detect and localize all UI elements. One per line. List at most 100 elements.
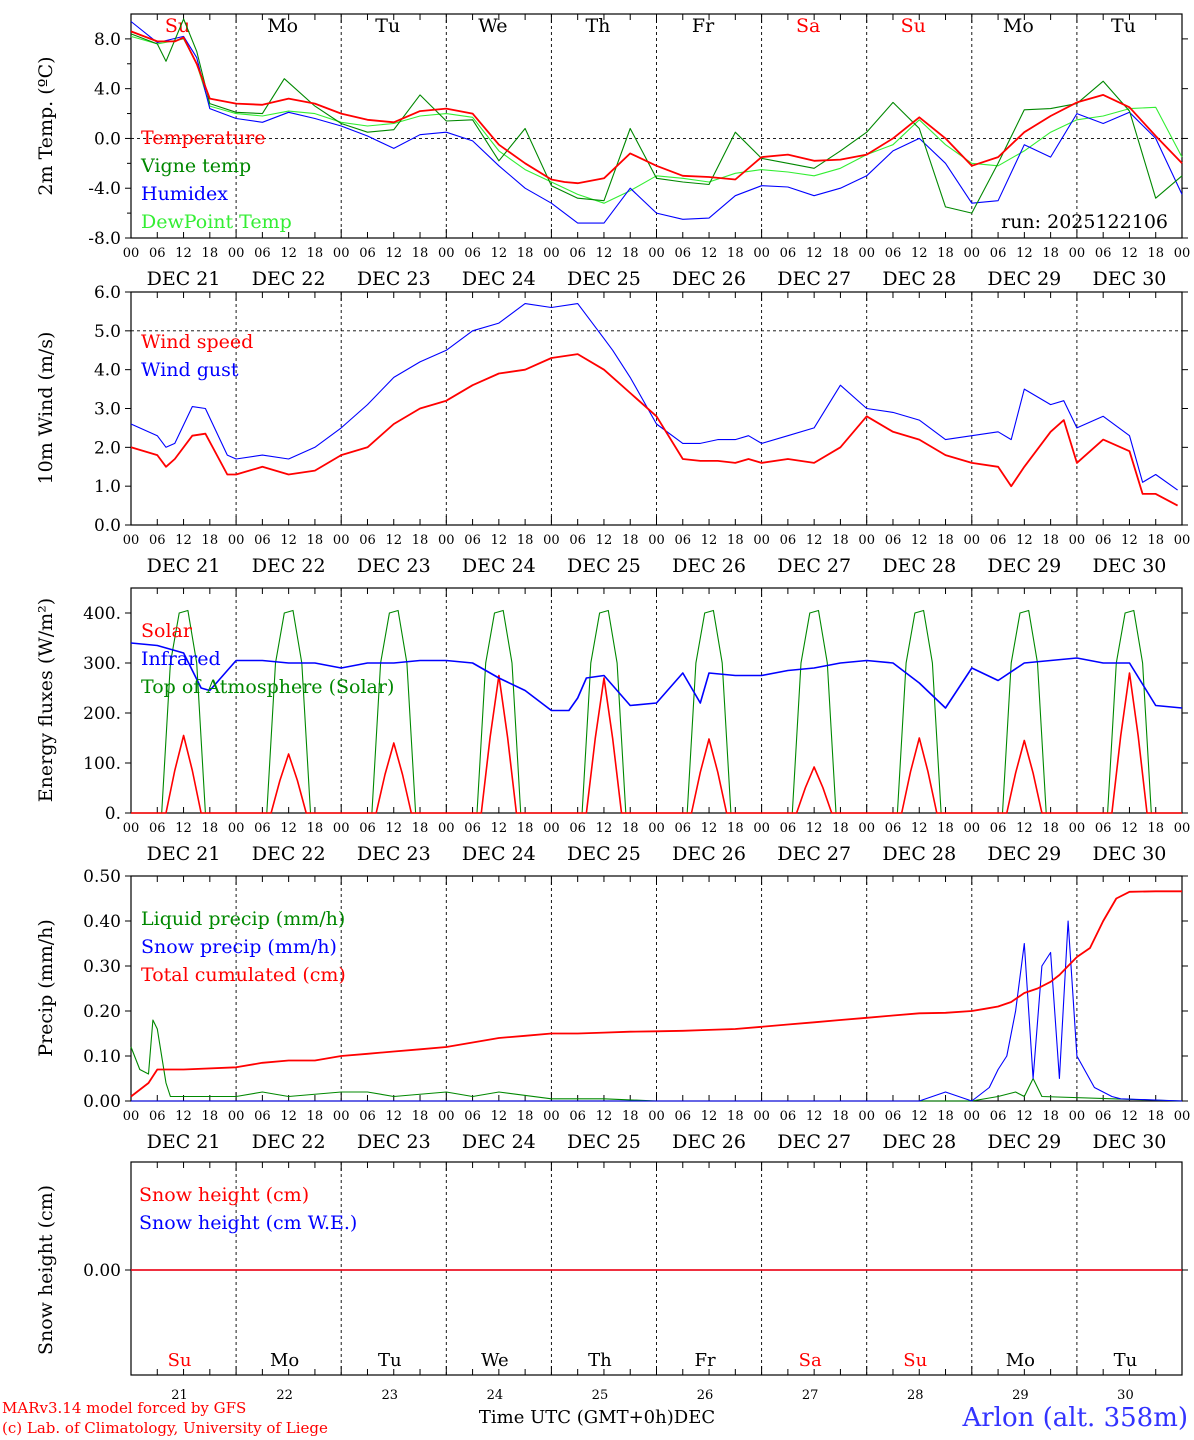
hour-tick-label: 00 — [858, 533, 875, 548]
hour-tick-label: 18 — [202, 533, 219, 548]
hour-tick-label: 00 — [648, 821, 665, 836]
hour-tick-label: 06 — [885, 821, 902, 836]
hour-tick-label: 06 — [1095, 1109, 1112, 1124]
time-axis-text: Time UTC (GMT+0h) — [478, 1407, 674, 1428]
date-label: DEC 29 — [987, 1131, 1061, 1153]
lab-credit: (c) Lab. of Climatology, University of L… — [2, 1419, 328, 1437]
hour-tick-label: 18 — [412, 246, 429, 261]
series-total-cumulated-cm- — [130, 890, 1182, 1098]
hour-tick-label: 00 — [1069, 821, 1086, 836]
y-tick-label: 0.00 — [83, 1261, 121, 1281]
y-tick-label: 3.0 — [94, 400, 121, 420]
hour-tick-label: 06 — [149, 533, 166, 548]
y-tick-label: 0.50 — [83, 867, 121, 887]
day-name-bottom: Fr — [695, 1350, 716, 1371]
series-dewpoint-temp — [130, 35, 1183, 204]
hour-tick-label: 18 — [412, 1109, 429, 1124]
date-label: DEC 23 — [357, 268, 431, 290]
hour-tick-label: 18 — [1042, 1109, 1059, 1124]
hour-tick-label: 18 — [832, 533, 849, 548]
hour-tick-label: 00 — [123, 533, 140, 548]
hour-tick-label: 18 — [1147, 1109, 1164, 1124]
hour-tick-label: 18 — [202, 246, 219, 261]
hour-tick-label: 00 — [1069, 533, 1086, 548]
hour-tick-label: 00 — [123, 1109, 140, 1124]
date-label: DEC 25 — [567, 1131, 641, 1153]
day-name-bottom: Su — [903, 1350, 927, 1371]
date-label: DEC 23 — [357, 1131, 431, 1153]
hour-tick-label: 06 — [569, 246, 586, 261]
date-label: DEC 24 — [462, 1131, 536, 1153]
hour-tick-label: 00 — [964, 1109, 981, 1124]
day-number: 23 — [381, 1388, 398, 1403]
hour-tick-label: 00 — [228, 821, 245, 836]
hour-tick-label: 00 — [858, 246, 875, 261]
time-axis-month: DEC — [673, 1407, 716, 1428]
panel-5: 0.00 Snow height (cm) — [35, 1161, 1188, 1376]
date-label: DEC 21 — [147, 1131, 221, 1153]
hour-tick-label: 00 — [1174, 246, 1191, 261]
hour-tick-label: 18 — [307, 246, 324, 261]
legend-humidex: Humidex — [141, 183, 228, 205]
hour-tick-label: 18 — [1042, 533, 1059, 548]
date-label: DEC 23 — [357, 843, 431, 865]
date-label: DEC 27 — [777, 843, 851, 865]
hour-tick-label: 18 — [1042, 821, 1059, 836]
date-label: DEC 28 — [882, 843, 956, 865]
hour-tick-label: 00 — [123, 246, 140, 261]
hour-tick-label: 06 — [885, 533, 902, 548]
date-label: DEC 30 — [1093, 843, 1167, 865]
hour-tick-label: 18 — [517, 246, 534, 261]
hour-tick-label: 18 — [727, 533, 744, 548]
legend-temperature: Temperature — [141, 127, 265, 149]
hour-tick-label: 06 — [359, 1109, 376, 1124]
hour-tick-label: 12 — [806, 1109, 823, 1124]
hour-tick-label: 06 — [254, 1109, 271, 1124]
hour-tick-label: 18 — [1147, 533, 1164, 548]
date-label: DEC 22 — [252, 268, 326, 290]
hour-tick-label: 18 — [412, 821, 429, 836]
hour-tick-label: 06 — [359, 533, 376, 548]
legend-total-cumulated-cm-: Total cumulated (cm) — [141, 964, 346, 986]
hour-tick-label: 18 — [832, 246, 849, 261]
hour-tick-label: 18 — [832, 1109, 849, 1124]
series-temperature — [130, 30, 1183, 185]
date-label: DEC 28 — [882, 555, 956, 577]
day-name-top: Fr — [692, 15, 715, 37]
date-label: DEC 21 — [147, 268, 221, 290]
date-label: DEC 23 — [357, 555, 431, 577]
hour-tick-label: 12 — [385, 1109, 402, 1124]
hour-tick-label: 06 — [359, 821, 376, 836]
legend-snow-precip-mm-h-: Snow precip (mm/h) — [141, 936, 337, 958]
hour-tick-label: 06 — [359, 246, 376, 261]
hour-tick-label: 18 — [937, 1109, 954, 1124]
date-label: DEC 25 — [567, 268, 641, 290]
hour-tick-label: 18 — [412, 533, 429, 548]
day-name-bottom: Su — [168, 1350, 192, 1371]
day-number: 21 — [171, 1388, 188, 1403]
hour-tick-label: 12 — [280, 533, 297, 548]
time-axis-label: Time UTC (GMT+0h)DEC — [0, 1407, 1194, 1428]
hour-tick-label: 06 — [990, 533, 1007, 548]
model-credit: MARv3.14 model forced by GFS — [2, 1399, 247, 1417]
hour-tick-label: 00 — [438, 1109, 455, 1124]
hour-tick-label: 00 — [753, 533, 770, 548]
date-label: DEC 21 — [147, 555, 221, 577]
day-number: 28 — [907, 1388, 924, 1403]
hour-tick-label: 12 — [911, 1109, 928, 1124]
hour-tick-label: 12 — [280, 246, 297, 261]
hour-tick-label: 18 — [202, 821, 219, 836]
y-tick-label: 0.00 — [83, 1092, 121, 1112]
hour-tick-label: 12 — [596, 821, 613, 836]
day-name-bottom: Tu — [378, 1350, 402, 1371]
hour-tick-label: 06 — [569, 821, 586, 836]
panel-3: 400. 300. 200. 100. 0. Energy fluxes (W/m²) 00… — [35, 587, 1190, 865]
hour-tick-label: 12 — [1016, 1109, 1033, 1124]
hour-tick-label: 06 — [675, 246, 692, 261]
hour-tick-label: 12 — [280, 821, 297, 836]
day-number: 25 — [592, 1388, 609, 1403]
y-tick-label: 0.40 — [83, 912, 121, 932]
hour-tick-label: 00 — [964, 821, 981, 836]
hour-tick-label: 00 — [753, 1109, 770, 1124]
